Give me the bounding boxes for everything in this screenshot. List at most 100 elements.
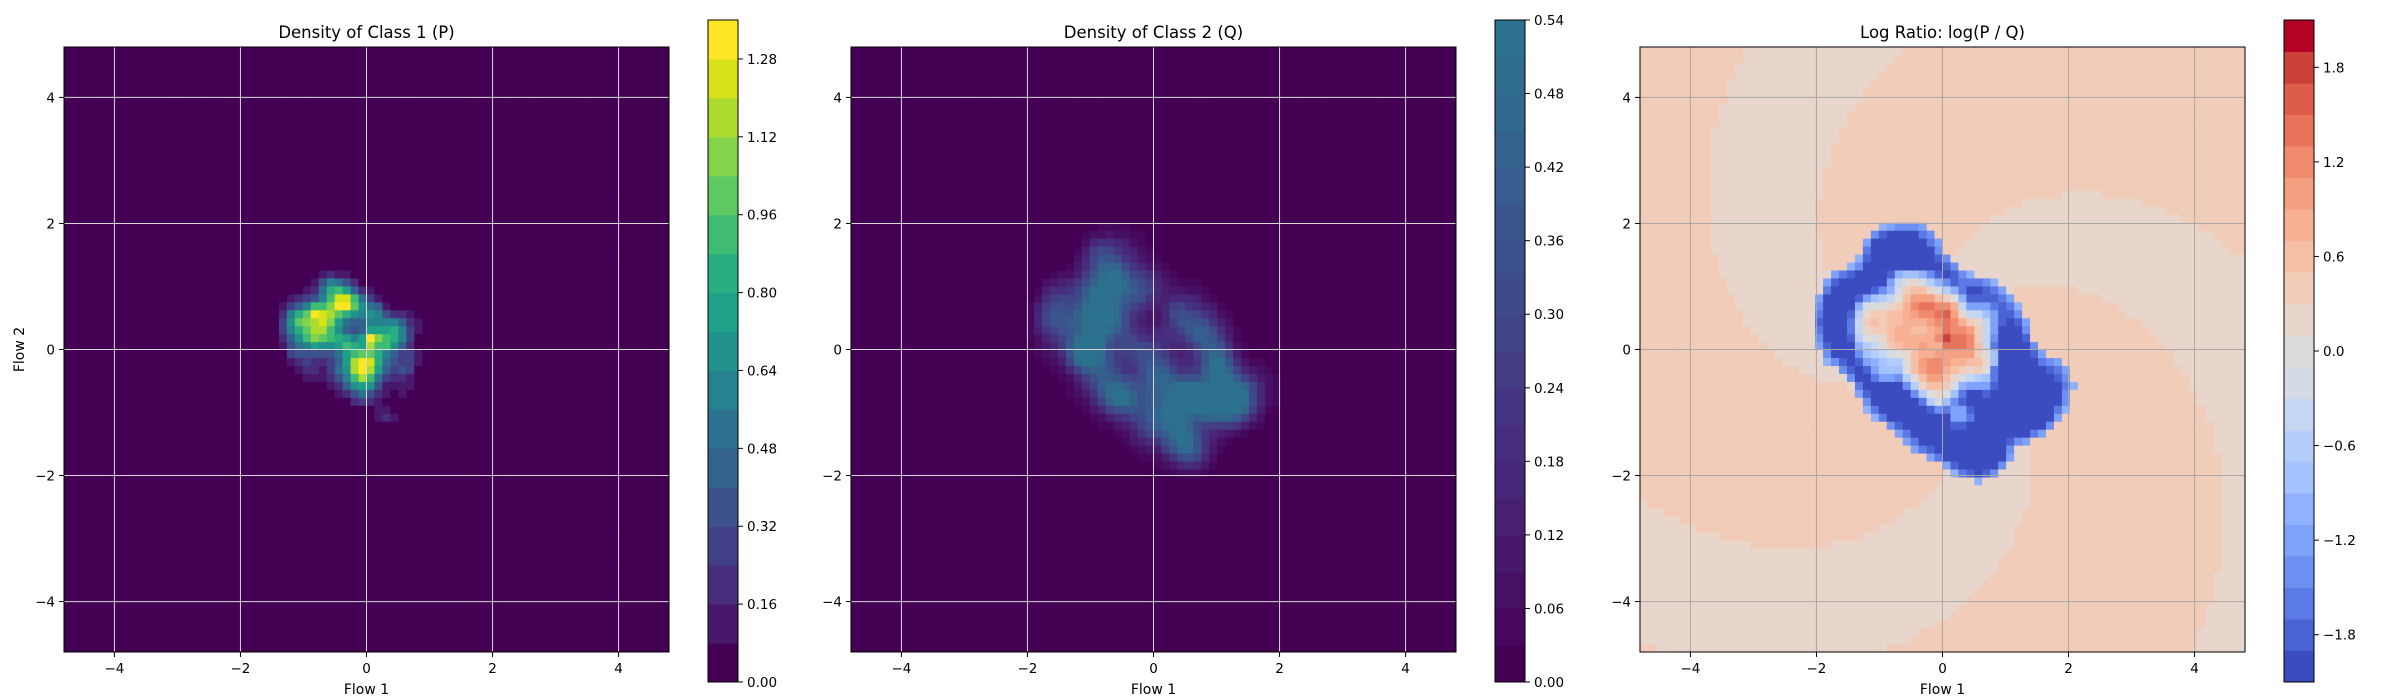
- x-tick-label: 0: [1938, 661, 1947, 677]
- heatmap-cells: [851, 47, 1456, 652]
- colorbar-tick-label: 0.64: [747, 363, 777, 379]
- colorbar-band: [708, 370, 738, 410]
- colorbar-band: [708, 136, 738, 177]
- y-tick-label: −4: [1611, 595, 1631, 611]
- colorbar-tick-label: −1.8: [2323, 628, 2356, 644]
- x-tick-label: 2: [1275, 661, 1284, 677]
- colorbar-band: [1495, 20, 1525, 58]
- colorbar-band: [1495, 608, 1525, 646]
- colorbar-tick-label: 0.6: [2323, 249, 2344, 265]
- y-tick-label: −2: [1611, 469, 1631, 485]
- colorbar-band: [2284, 587, 2314, 620]
- x-tick-label: −4: [891, 661, 911, 677]
- y-tick-label: 4: [1622, 90, 1631, 106]
- colorbar-band: [1495, 167, 1525, 205]
- colorbar-tick-label: 0.48: [1534, 87, 1564, 103]
- colorbar-band: [708, 604, 738, 644]
- colorbar-band: [708, 97, 738, 138]
- colorbar-tick-label: 0.16: [747, 597, 777, 613]
- colorbar-tick-label: 0.42: [1534, 160, 1564, 176]
- colorbar-band: [2284, 177, 2314, 210]
- colorbar-tick-label: 1.2: [2323, 155, 2344, 171]
- x-tick-label: 2: [2064, 661, 2073, 677]
- colorbar-tick-label: 1.28: [747, 52, 777, 68]
- colorbar-tick-label: 0.96: [747, 208, 777, 224]
- colorbar-band: [2284, 20, 2314, 53]
- colorbar-band: [2284, 461, 2314, 494]
- colorbar-band: [1495, 277, 1525, 315]
- colorbar-band: [2284, 398, 2314, 431]
- colorbar-band: [2284, 146, 2314, 179]
- chart-title: Density of Class 1 (P): [278, 23, 454, 42]
- colorbar-band: [1495, 93, 1525, 131]
- panel-2: −4 −4 −2 −2 0 0 2 2 4 4 Density of Class 2 (Q) Flow…: [822, 13, 1564, 698]
- colorbar-band: [708, 526, 738, 566]
- y-tick-label: 4: [833, 90, 842, 106]
- colorbar-band: [2284, 429, 2314, 462]
- colorbar-band: [2284, 51, 2314, 84]
- colorbar-tick-label: −0.6: [2323, 439, 2356, 455]
- x-axis-label: Flow 1: [344, 682, 389, 698]
- y-tick-label: 0: [833, 343, 842, 359]
- colorbar-band: [1495, 56, 1525, 95]
- colorbar-band: [708, 214, 738, 255]
- colorbar-band: [2284, 618, 2314, 651]
- x-tick-label: −4: [1680, 661, 1700, 677]
- colorbar-band: [2284, 209, 2314, 242]
- colorbar-tick-label: 1.8: [2323, 60, 2344, 76]
- x-tick-label: −4: [104, 661, 124, 677]
- colorbar-band: [708, 20, 738, 60]
- colorbar-frame: [1494, 19, 1526, 683]
- chart-title: Log Ratio: log(P / Q): [1860, 23, 2025, 42]
- colorbar-band: [1495, 645, 1525, 683]
- x-axis-label: Flow 1: [1131, 682, 1176, 698]
- x-tick-label: 2: [488, 661, 497, 677]
- colorbar-band: [1495, 387, 1525, 426]
- colorbar-band: [1495, 461, 1525, 499]
- colorbar-band: [1495, 498, 1525, 536]
- colorbar-band: [708, 565, 738, 605]
- y-tick-label: 2: [1622, 216, 1631, 232]
- panel-3: −4 −4 −2 −2 0 0 2 2 4 4 Log Ratio: log(P / Q) Flow …: [1611, 19, 2356, 698]
- y-tick-label: 2: [46, 216, 55, 232]
- panel-1: −4 −4 −2 −2 0 0 2 2 4 4 Density of Class 1 (P) Flow…: [12, 19, 777, 698]
- colorbar: −1.8 −1.2 −0.6 0.0 0.6 1.2 1.8: [2283, 19, 2356, 683]
- colorbar-band: [2284, 366, 2314, 399]
- colorbar-band: [2284, 83, 2314, 116]
- x-tick-label: 4: [1401, 661, 1410, 677]
- colorbar-tick-label: 0.00: [1534, 675, 1564, 691]
- colorbar-band: [1495, 240, 1525, 278]
- y-tick-label: −4: [822, 595, 842, 611]
- x-tick-label: −2: [1807, 661, 1827, 677]
- y-tick-label: 0: [46, 343, 55, 359]
- colorbar-frame: [707, 19, 739, 683]
- y-tick-label: −2: [822, 469, 842, 485]
- colorbar: 0.00 0.06 0.12 0.18 0.24 0.30 0.36 0.42 0.48 0.54: [1494, 13, 1564, 691]
- colorbar-tick-label: 0.30: [1534, 307, 1564, 323]
- colorbar-tick-label: −1.2: [2323, 533, 2356, 549]
- x-tick-label: 4: [614, 661, 623, 677]
- colorbar-band: [1495, 203, 1525, 242]
- colorbar-tick-label: 0.54: [1534, 13, 1564, 29]
- colorbar-band: [2284, 303, 2314, 336]
- colorbar-tick-label: 0.48: [747, 441, 777, 457]
- colorbar-band: [2284, 240, 2314, 273]
- colorbar-band: [2284, 492, 2314, 525]
- x-tick-label: −2: [1018, 661, 1038, 677]
- colorbar-band: [708, 175, 738, 216]
- colorbar-tick-label: 0.24: [1534, 381, 1564, 397]
- colorbar-tick-label: 0.0: [2323, 344, 2344, 360]
- y-tick-label: 4: [46, 90, 55, 106]
- colorbar-band: [708, 292, 738, 333]
- y-tick-label: 0: [1622, 343, 1631, 359]
- y-tick-label: −4: [35, 595, 55, 611]
- colorbar-tick-label: 0.80: [747, 286, 777, 302]
- heatmap-cells: [1640, 47, 2245, 652]
- colorbar-band: [1495, 424, 1525, 462]
- colorbar-tick-label: 0.36: [1534, 234, 1564, 250]
- colorbar-band: [2284, 555, 2314, 588]
- colorbar-band: [1495, 314, 1525, 352]
- colorbar-band: [708, 448, 738, 488]
- colorbar-band: [708, 643, 738, 683]
- x-tick-label: 0: [1149, 661, 1158, 677]
